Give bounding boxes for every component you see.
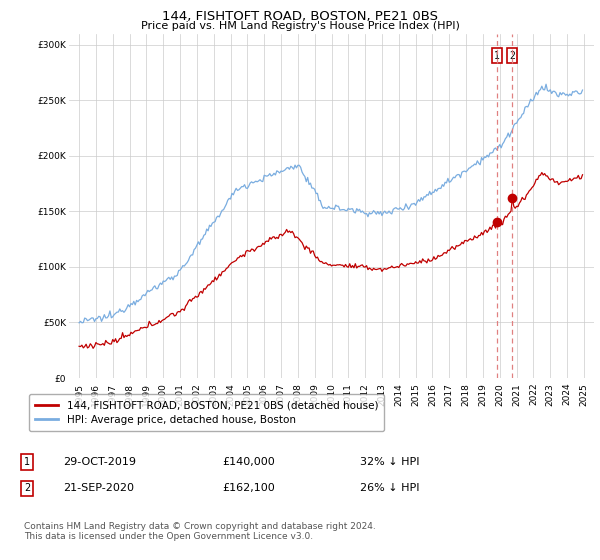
Legend: 144, FISHTOFT ROAD, BOSTON, PE21 0BS (detached house), HPI: Average price, detac: 144, FISHTOFT ROAD, BOSTON, PE21 0BS (de… [29,394,385,431]
Text: 32% ↓ HPI: 32% ↓ HPI [360,457,419,467]
Text: Price paid vs. HM Land Registry's House Price Index (HPI): Price paid vs. HM Land Registry's House … [140,21,460,31]
Text: 26% ↓ HPI: 26% ↓ HPI [360,483,419,493]
Text: 1: 1 [494,51,500,61]
Text: Contains HM Land Registry data © Crown copyright and database right 2024.
This d: Contains HM Land Registry data © Crown c… [24,522,376,542]
Text: £162,100: £162,100 [222,483,275,493]
Text: 144, FISHTOFT ROAD, BOSTON, PE21 0BS: 144, FISHTOFT ROAD, BOSTON, PE21 0BS [162,10,438,23]
Text: 2: 2 [509,51,515,61]
Text: 21-SEP-2020: 21-SEP-2020 [63,483,134,493]
Text: 1: 1 [24,457,30,467]
Text: £140,000: £140,000 [222,457,275,467]
Text: 29-OCT-2019: 29-OCT-2019 [63,457,136,467]
Text: 2: 2 [24,483,30,493]
